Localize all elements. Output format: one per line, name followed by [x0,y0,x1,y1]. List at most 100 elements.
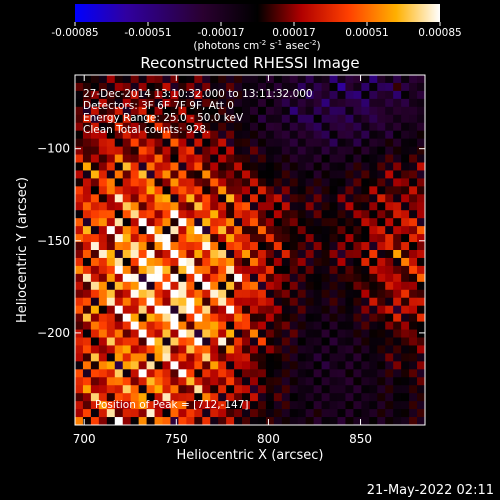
heatmap-cell [257,226,267,235]
heatmap-cell [337,305,346,315]
heatmap-cell [242,297,251,307]
heatmap-cell [202,226,211,235]
heatmap-cell [401,106,410,116]
heatmap-cell [273,122,283,132]
heatmap-cell [273,273,283,283]
heatmap-cell [194,321,203,330]
heatmap-cell [114,130,124,140]
heatmap-cell [234,345,243,354]
heatmap-cell [313,186,322,195]
heatmap-cell [305,297,315,307]
heatmap-cell [297,409,307,418]
heatmap-cell [122,82,132,92]
heatmap-cell [417,114,425,124]
heatmap-cell [202,242,211,251]
heatmap-cell [170,242,179,251]
colorbar-ticks: -0.00085 -0.00051 -0.00017 0.00017 0.00051 0.… [51,22,462,39]
heatmap-cell [106,170,116,179]
heatmap-cell [162,146,171,155]
heatmap-cell [273,114,283,124]
heatmap-cell [122,98,132,108]
heatmap-cell [297,122,307,132]
heatmap-cell [297,337,307,346]
heatmap-cell [409,186,418,195]
heatmap-cell [194,242,203,251]
heatmap-cell [289,90,299,100]
heatmap-cell [321,138,330,147]
heatmap-cell [98,162,108,171]
heatmap-cell [170,409,179,418]
heatmap-cell [90,242,100,251]
heatmap-cell [377,186,386,195]
heatmap-cell [417,122,425,132]
heatmap-cell [337,369,346,378]
heatmap-cell [234,305,243,315]
heatmap-cell [170,401,179,410]
heatmap-cell [106,154,116,163]
heatmap-cell [273,393,283,402]
heatmap-cell [417,90,425,100]
heatmap-cell [186,154,195,163]
heatmap-cell [393,273,402,283]
heatmap-cell [90,178,100,187]
heatmap-cell [178,369,187,378]
heatmap-cell [186,114,195,124]
heatmap-cell [369,75,378,84]
heatmap-cell [210,289,219,299]
heatmap-cell [242,337,251,346]
heatmap-cell [313,106,322,116]
heatmap-cell [297,194,307,203]
heatmap-cell [281,234,291,243]
heatmap-cell [361,345,370,354]
heatmap-cell [385,337,394,346]
heatmap-cell [210,393,219,402]
heatmap-cell [321,170,330,179]
heatmap-cell [98,234,108,243]
heatmap-cell [353,202,362,211]
heatmap-cell [194,377,203,386]
heatmap-cell [250,218,259,227]
heatmap-cell [417,234,425,243]
heatmap-cell [218,273,227,283]
heatmap-cell [361,393,370,402]
heatmap-cell [305,194,315,203]
heatmap-cell [130,289,140,299]
heatmap-cell [321,337,330,346]
heatmap-cell [401,257,410,267]
heatmap-cell [257,75,267,84]
heatmap-cell [82,329,92,338]
heatmap-cell [385,194,394,203]
heatmap-cell [393,265,402,275]
heatmap-cell [250,257,259,267]
heatmap-cell [417,178,425,187]
heatmap-cell [106,210,116,219]
heatmap-cell [409,242,418,251]
heatmap-cell [377,226,386,235]
heatmap-cell [321,361,330,370]
heatmap-cell [393,138,402,147]
heatmap-cell [98,82,108,92]
heatmap-cell [401,186,410,195]
heatmap-cell [305,106,315,116]
heatmap-cell [409,289,418,299]
heatmap-cell [305,130,315,140]
heatmap-cell [234,369,243,378]
heatmap-cell [265,265,275,275]
heatmap-cell [321,353,330,362]
heatmap-cell [210,242,219,251]
heatmap-cell [122,385,132,394]
heatmap-cell [281,305,291,315]
heatmap-cell [321,106,330,116]
heatmap-cell [337,361,346,370]
heatmap-cell [281,369,291,378]
heatmap-cell [75,130,84,140]
heatmap-cell [82,178,92,187]
heatmap-cell [369,202,378,211]
heatmap-cell [265,130,275,140]
heatmap-cell [98,377,108,386]
heatmap-cell [154,273,163,283]
heatmap-cell [122,265,132,275]
heatmap-cell [122,226,132,235]
heatmap-cell [178,329,187,338]
heatmap-cell [170,297,179,307]
